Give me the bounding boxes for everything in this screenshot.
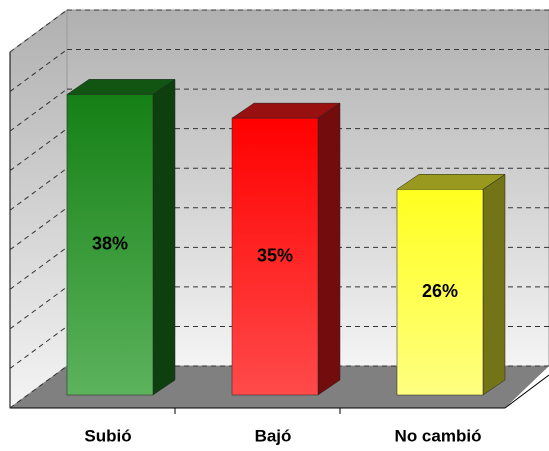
bar-side xyxy=(152,78,176,396)
grid-line xyxy=(9,207,68,251)
grid-line xyxy=(9,167,68,211)
value-label: 26% xyxy=(422,281,458,301)
grid-line xyxy=(9,88,68,132)
x-tick-label: Bajó xyxy=(255,426,292,445)
bar-side xyxy=(317,102,341,396)
value-label: 38% xyxy=(92,233,128,253)
x-tick-label: No cambió xyxy=(395,426,482,445)
bar-side xyxy=(482,173,506,396)
grid-line xyxy=(9,286,68,330)
floor-edge xyxy=(504,374,549,409)
grid-line xyxy=(9,9,68,53)
grid-line xyxy=(9,365,68,409)
bar xyxy=(396,189,484,396)
grid-line xyxy=(9,49,68,92)
value-label: 35% xyxy=(257,245,293,265)
grid-line xyxy=(9,128,68,172)
x-tick-label: Subió xyxy=(84,426,131,445)
side-wall xyxy=(9,9,68,409)
grid-line xyxy=(9,326,68,369)
bar xyxy=(66,94,154,396)
bar xyxy=(231,117,319,396)
grid-line xyxy=(9,246,68,290)
